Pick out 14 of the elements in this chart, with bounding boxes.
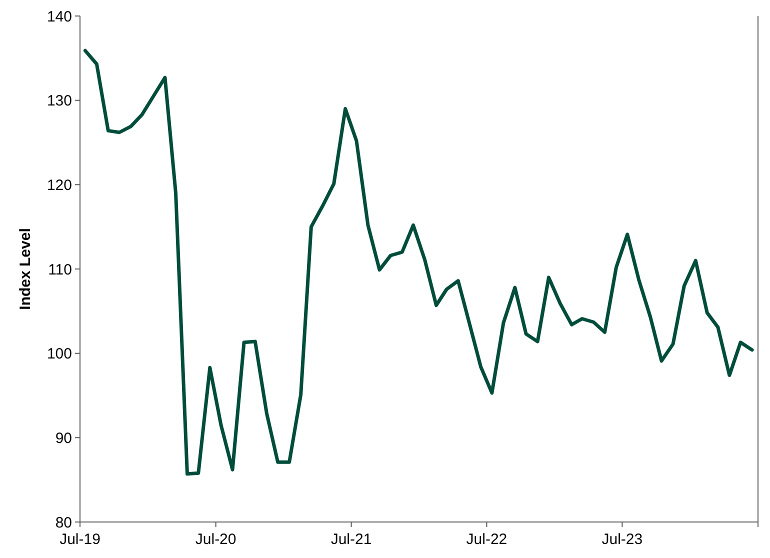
- y-tick-label: 80: [55, 514, 72, 532]
- y-axis-title: Index Level: [17, 228, 34, 310]
- x-tick-label: Jul-23: [602, 531, 643, 548]
- x-tick-label: Jul-19: [60, 531, 100, 548]
- x-tick-label: Jul-21: [330, 531, 372, 548]
- y-tick-label: 140: [46, 8, 72, 26]
- line-series: [83, 48, 754, 476]
- x-tick-label: Jul-20: [195, 531, 236, 548]
- y-tick-label: 100: [46, 346, 72, 363]
- y-tick-label: 120: [46, 176, 72, 194]
- y-tick-label: 130: [46, 92, 72, 110]
- y-tick-label: 110: [48, 261, 72, 278]
- x-tick-label: Jul-22: [466, 531, 508, 548]
- y-tick-label: 90: [55, 430, 72, 447]
